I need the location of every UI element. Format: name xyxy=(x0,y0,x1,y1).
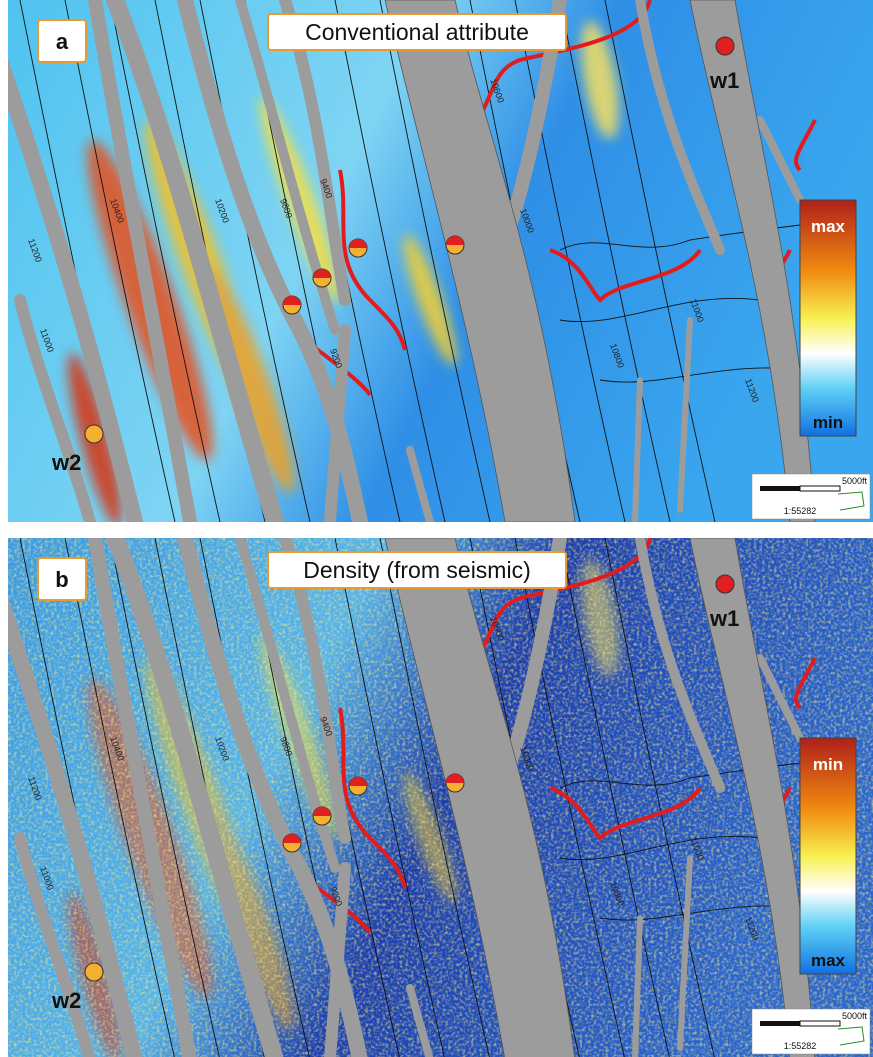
well-label: w1 xyxy=(709,606,739,631)
scale-distance: 5000ft xyxy=(842,1011,868,1021)
scale-bar xyxy=(800,486,840,491)
scale-bar xyxy=(760,486,800,491)
figure: 1120011000104001020098009400920010800110… xyxy=(0,0,873,1057)
scale-bar xyxy=(760,1021,800,1026)
colorbar-bottom-label: min xyxy=(813,413,843,432)
well-w1 xyxy=(716,575,734,593)
colorbar: max min xyxy=(800,200,856,436)
colorbar: min max xyxy=(800,738,856,974)
colorbar-top-label: max xyxy=(811,217,846,236)
well-label: w2 xyxy=(51,450,81,475)
scale-distance: 5000ft xyxy=(842,476,868,486)
panel-title: Density (from seismic) xyxy=(303,557,530,583)
well-w2 xyxy=(85,963,103,981)
well-w2 xyxy=(85,425,103,443)
well-w1 xyxy=(716,37,734,55)
panel-label: b xyxy=(55,567,68,592)
well-label: w1 xyxy=(709,68,739,93)
scale-bar xyxy=(800,1021,840,1026)
colorbar-top-label: min xyxy=(813,755,843,774)
panel-label: a xyxy=(56,29,69,54)
colorbar-bottom-label: max xyxy=(811,951,846,970)
panel-title: Conventional attribute xyxy=(305,19,529,45)
scale-ratio: 1:55282 xyxy=(784,1041,817,1051)
scale-ratio: 1:55282 xyxy=(784,506,817,516)
well-label: w2 xyxy=(51,988,81,1013)
